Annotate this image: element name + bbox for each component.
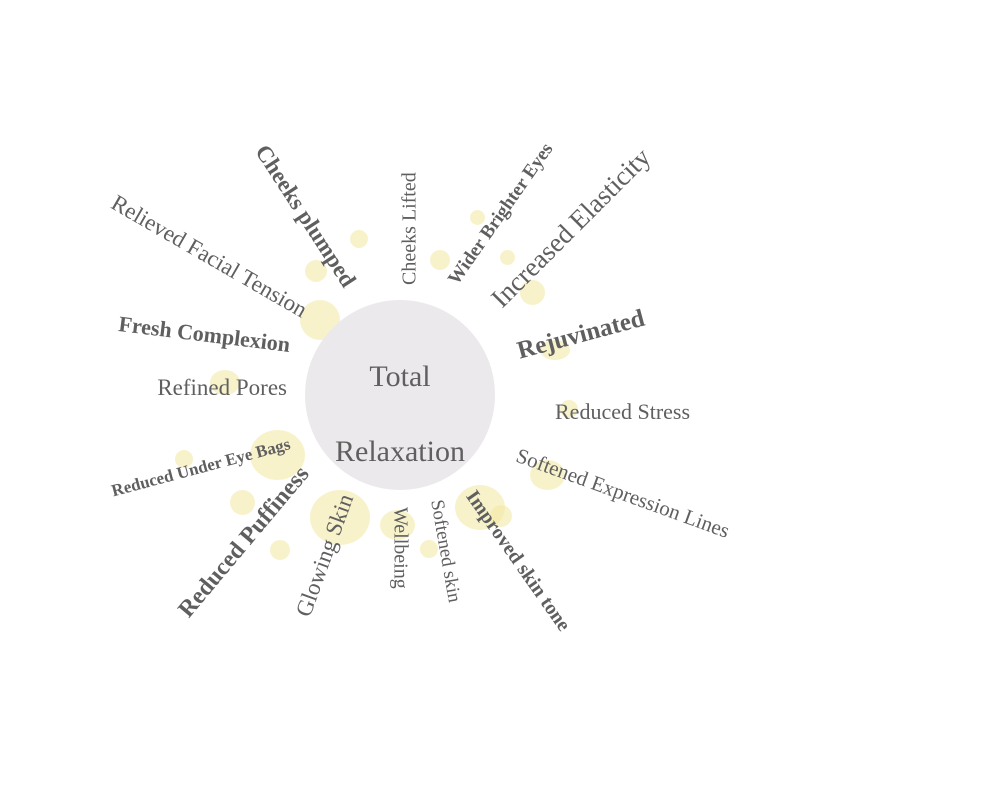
diagram-canvas: Total Relaxation Cheeks LiftedWider Brig… [0,0,1000,800]
ray-label: Increased Elasticity [485,142,657,314]
ray-label: Cheeks Lifted [399,172,422,285]
center-label-line1: Total [369,360,430,393]
splatter-blob [430,250,450,270]
ray-label: Rejuvinated [514,305,647,366]
ray-label: Relieved Facial Tension [107,190,312,323]
splatter-blob [270,540,290,560]
ray-label: Softened Expression Lines [513,443,733,543]
ray-label: Refined Pores [157,375,287,401]
center-label: Total Relaxation [335,320,465,470]
center-label-line2: Relaxation [335,435,465,468]
ray-label: Fresh Complexion [117,311,291,358]
ray-label: Improved skin tone [461,486,575,635]
splatter-blob [350,230,368,248]
ray-label: Reduced Stress [555,399,690,425]
ray-label: Wellbeing [389,507,412,589]
center-node: Total Relaxation [305,300,495,490]
